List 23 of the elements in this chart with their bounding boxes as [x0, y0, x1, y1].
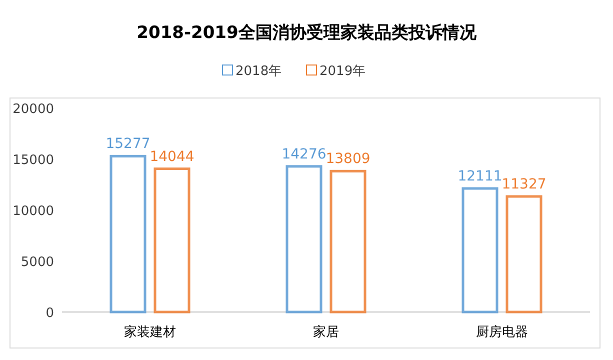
data-label: 12111	[458, 168, 502, 184]
x-tick-label: 家装建材	[124, 324, 176, 340]
data-label: 14276	[282, 146, 326, 162]
data-label: 11327	[502, 176, 546, 192]
bar	[330, 170, 366, 314]
y-tick-label: 5000	[20, 255, 54, 270]
y-tick-label: 15000	[12, 153, 54, 168]
data-label: 13809	[326, 151, 370, 168]
y-tick-label: 20000	[12, 102, 54, 117]
x-tick-label: 家居	[313, 324, 339, 340]
legend-label: 2018年	[236, 64, 282, 79]
bar	[110, 154, 146, 314]
x-tick-label: 厨房电器	[476, 324, 528, 340]
chart-title: 2018-2019全国消协受理家装品类投诉情况	[136, 23, 478, 43]
y-tick-label: 10000	[12, 204, 54, 219]
bar	[154, 168, 190, 314]
bar	[506, 195, 542, 314]
data-label: 14044	[150, 148, 194, 165]
legend-label: 2019年	[320, 64, 366, 79]
bar	[462, 187, 498, 314]
data-label: 15277	[106, 136, 150, 152]
bar	[286, 165, 322, 314]
y-tick-label: 0	[46, 306, 54, 321]
